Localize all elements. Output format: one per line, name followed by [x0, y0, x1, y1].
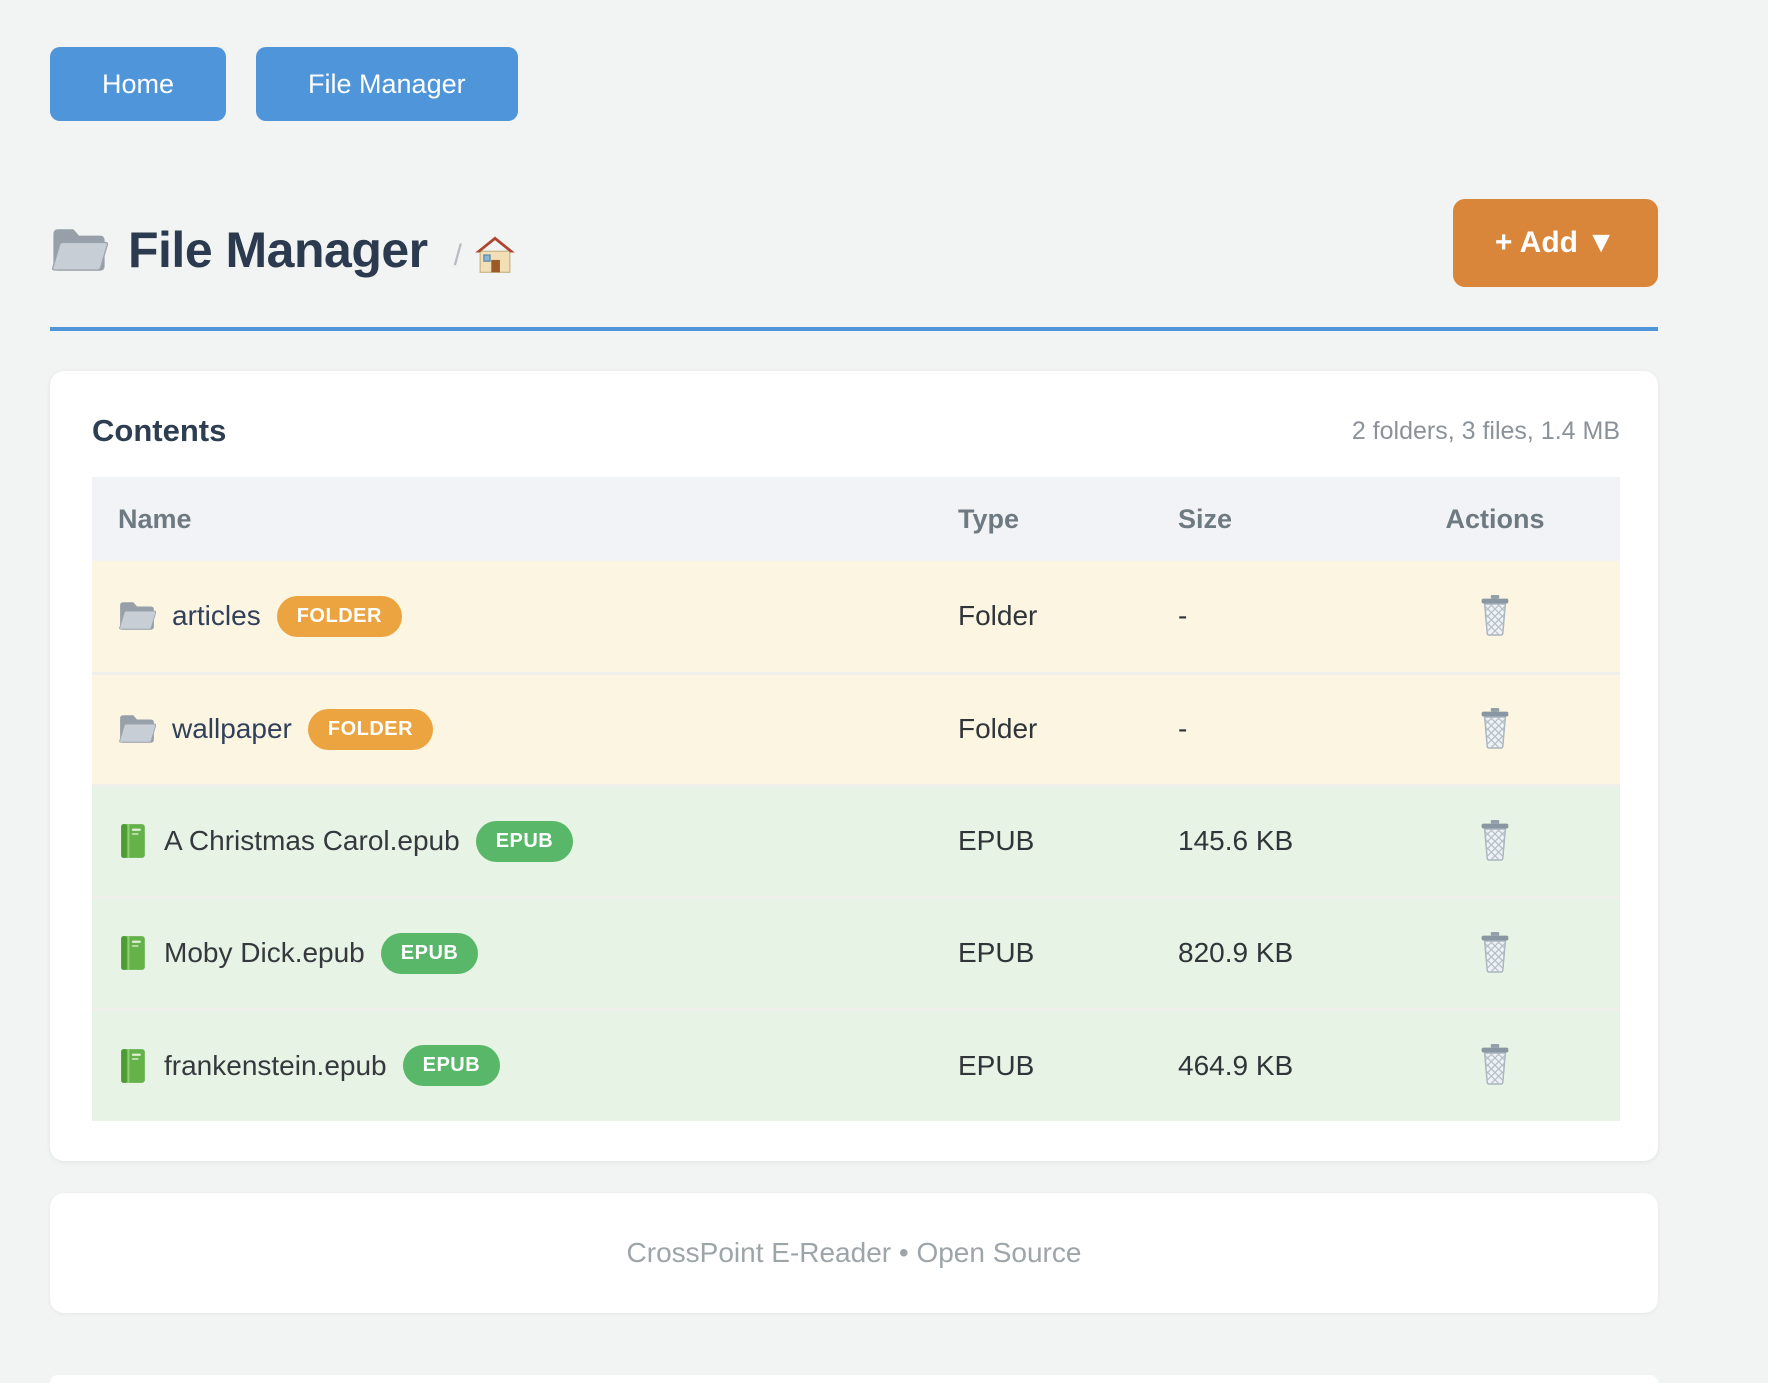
footer-text: CrossPoint E-Reader • Open Source [626, 1237, 1082, 1268]
table-row[interactable]: Moby Dick.epub EPUB EPUB 820.9 KB [92, 895, 1620, 1009]
file-size: 464.9 KB [1152, 1007, 1370, 1121]
file-type: EPUB [932, 1007, 1152, 1121]
page-title: File Manager [128, 222, 428, 278]
column-header-size: Size [1152, 477, 1370, 561]
home-nav-button[interactable]: Home [50, 47, 227, 121]
trash-icon [1478, 1043, 1512, 1085]
column-header-type: Type [932, 477, 1152, 561]
folder-icon [118, 600, 156, 632]
file-name: articles [172, 600, 261, 632]
folder-badge: FOLDER [307, 708, 434, 750]
header-divider [50, 327, 1658, 331]
house-icon [474, 235, 516, 275]
file-type: Folder [932, 561, 1152, 673]
file-type: Folder [932, 671, 1152, 785]
contents-summary: 2 folders, 3 files, 1.4 MB [1351, 416, 1620, 445]
next-card-edge [50, 1375, 1658, 1383]
delete-button[interactable] [1474, 590, 1516, 640]
folder-icon [50, 226, 108, 274]
top-nav: Home File Manager [50, 0, 1658, 121]
file-size: - [1152, 671, 1370, 785]
trash-icon [1478, 819, 1512, 861]
page: Home File Manager File Manager / + Add ▼… [50, 0, 1658, 1383]
breadcrumb-separator: / [453, 239, 462, 272]
column-header-name: Name [92, 477, 932, 561]
contents-heading: Contents [92, 413, 227, 448]
file-manager-nav-button[interactable]: File Manager [256, 47, 518, 121]
file-name: frankenstein.epub [164, 1049, 387, 1081]
file-size: 145.6 KB [1152, 783, 1370, 897]
file-name: Moby Dick.epub [164, 937, 365, 968]
file-name: wallpaper [172, 713, 292, 744]
delete-button[interactable] [1474, 1039, 1516, 1089]
delete-button[interactable] [1474, 927, 1516, 977]
table-row[interactable]: articles FOLDER Folder - [92, 561, 1620, 673]
file-type: EPUB [932, 783, 1152, 897]
file-name: A Christmas Carol.epub [164, 825, 460, 856]
table-row[interactable]: frankenstein.epub EPUB EPUB 464.9 KB [92, 1007, 1620, 1121]
trash-icon [1478, 707, 1512, 749]
book-icon [118, 823, 148, 859]
book-icon [118, 935, 148, 971]
folder-icon [118, 713, 156, 745]
file-size: - [1152, 561, 1370, 673]
trash-icon [1478, 931, 1512, 973]
contents-card: Contents 2 folders, 3 files, 1.4 MB Name… [50, 371, 1658, 1161]
file-type: EPUB [932, 895, 1152, 1009]
delete-button[interactable] [1474, 815, 1516, 865]
epub-badge: EPUB [475, 820, 574, 862]
epub-badge: EPUB [380, 932, 479, 974]
table-row[interactable]: A Christmas Carol.epub EPUB EPUB 145.6 K… [92, 783, 1620, 897]
footer: CrossPoint E-Reader • Open Source [50, 1193, 1658, 1313]
epub-badge: EPUB [402, 1045, 501, 1087]
add-button[interactable]: + Add ▼ [1452, 199, 1658, 287]
folder-badge: FOLDER [276, 595, 402, 637]
breadcrumb-home-button[interactable] [474, 235, 516, 275]
file-table: Name Type Size Actions articles FOLDER F… [92, 477, 1620, 1121]
trash-icon [1478, 594, 1512, 636]
page-header: File Manager / + Add ▼ [50, 199, 1658, 301]
table-header: Name Type Size Actions [92, 477, 1620, 561]
column-header-actions: Actions [1370, 477, 1620, 561]
file-size: 820.9 KB [1152, 895, 1370, 1009]
table-row[interactable]: wallpaper FOLDER Folder - [92, 671, 1620, 785]
book-icon [118, 1048, 148, 1084]
contents-header: Contents 2 folders, 3 files, 1.4 MB [92, 413, 1620, 449]
delete-button[interactable] [1474, 703, 1516, 753]
